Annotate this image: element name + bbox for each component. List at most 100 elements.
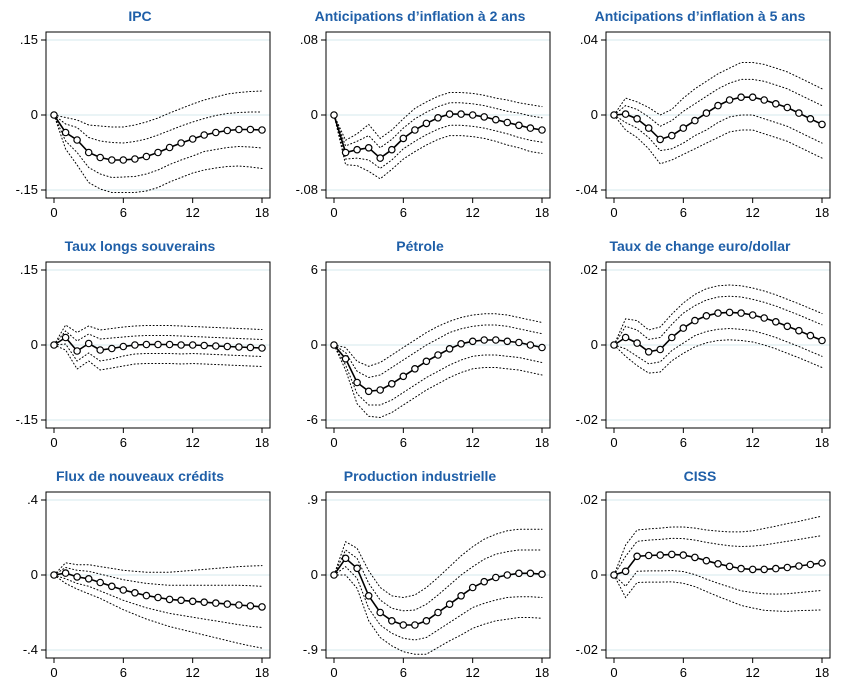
y-tick-label: -6 <box>306 412 318 427</box>
response-point <box>177 341 185 349</box>
response-point <box>212 599 220 607</box>
response-point <box>235 125 243 134</box>
response-point <box>468 583 477 592</box>
response-point <box>714 560 722 568</box>
response-point <box>154 148 162 157</box>
confidence-band-line <box>333 114 543 170</box>
chart-title: Anticipations d’inflation à 2 ans <box>314 8 526 24</box>
chart-panel-6: Taux de change euro/dollar .02 0 -.02 0 6 12 18 <box>560 230 840 456</box>
response-point <box>223 126 232 135</box>
response-point <box>725 562 734 571</box>
response-point <box>212 128 220 137</box>
response-point <box>353 145 361 154</box>
response-point <box>737 93 745 102</box>
confidence-band-line <box>53 114 263 193</box>
chart-plot: .4 0 -.4 0 6 12 18 <box>23 491 271 680</box>
response-point <box>515 569 523 578</box>
response-point <box>165 595 174 604</box>
response-point <box>246 125 255 134</box>
y-tick-label: -.4 <box>23 642 38 657</box>
y-tick-label: 0 <box>311 337 318 352</box>
x-tick-label: 0 <box>50 435 57 450</box>
confidence-band-line <box>613 339 823 374</box>
y-tick-label: 0 <box>591 567 598 582</box>
x-tick-label: 0 <box>610 435 617 450</box>
y-tick-label: .02 <box>580 262 598 277</box>
response-point <box>422 617 431 625</box>
response-point <box>131 589 139 597</box>
confidence-band-line <box>333 102 543 149</box>
confidence-band-line <box>53 562 263 576</box>
confidence-band-line <box>613 295 823 346</box>
response-point <box>119 342 128 351</box>
confidence-band-line <box>53 90 263 128</box>
confidence-band-line <box>613 78 823 127</box>
response-point <box>142 152 151 161</box>
response-point <box>376 608 385 617</box>
response-point <box>760 96 769 104</box>
confidence-band-line <box>333 324 543 379</box>
response-point <box>772 100 780 108</box>
x-tick-label: 12 <box>745 665 759 680</box>
confidence-band-line <box>333 574 543 655</box>
y-tick-label: -.9 <box>303 642 318 657</box>
y-tick-label: 0 <box>311 567 318 582</box>
response-point <box>691 316 699 325</box>
x-tick-label: 6 <box>120 435 127 450</box>
confidence-band-line <box>613 62 823 116</box>
y-tick-label: .15 <box>20 262 38 277</box>
response-point <box>223 342 232 351</box>
x-tick-label: 18 <box>535 205 549 220</box>
response-point <box>119 156 128 164</box>
confidence-band-line <box>333 313 543 367</box>
response-point <box>818 559 826 567</box>
response-point <box>246 343 255 352</box>
y-tick-label: .04 <box>580 32 598 47</box>
response-point <box>679 324 688 332</box>
response-point <box>96 153 105 162</box>
response-point <box>142 591 151 600</box>
confidence-band-line <box>53 111 263 144</box>
response-point <box>84 339 93 348</box>
response-point <box>422 357 431 366</box>
response-point <box>399 134 408 143</box>
response-point <box>131 155 139 163</box>
response-point <box>806 331 815 340</box>
y-tick-label: 0 <box>31 337 38 352</box>
chart-plot: .15 0 -.15 0 6 12 18 <box>16 261 271 450</box>
x-tick-label: 18 <box>255 205 269 220</box>
response-point <box>737 564 745 573</box>
response-point <box>480 336 489 344</box>
chart-plot: 6 0 -6 0 6 12 18 <box>306 261 551 450</box>
response-point <box>108 582 116 591</box>
response-point <box>772 318 780 326</box>
response-line <box>333 339 543 393</box>
chart-title: Taux de change euro/dollar <box>609 238 791 254</box>
y-tick-label: .08 <box>300 32 318 47</box>
response-point <box>434 608 442 617</box>
response-point <box>515 338 523 347</box>
confidence-band-line <box>613 114 823 152</box>
response-point <box>610 341 618 349</box>
x-tick-label: 18 <box>815 665 829 680</box>
response-point <box>154 340 162 349</box>
response-point <box>177 596 185 605</box>
chart-title: Taux longs souverains <box>64 238 216 254</box>
response-point <box>330 341 338 349</box>
confidence-band-line <box>53 566 263 587</box>
response-point <box>258 603 266 611</box>
response-point <box>702 109 711 117</box>
chart-panel-8: Production industrielle .9 0 -.9 0 6 12 18 <box>280 460 560 686</box>
x-tick-label: 12 <box>465 665 479 680</box>
response-point <box>503 337 512 346</box>
response-point <box>200 341 209 350</box>
y-tick-label: .9 <box>307 492 318 507</box>
response-point <box>376 154 385 162</box>
x-tick-label: 0 <box>50 665 57 680</box>
y-tick-label: -.15 <box>16 182 38 197</box>
response-point <box>492 336 500 344</box>
response-point <box>341 148 350 157</box>
response-point <box>806 560 815 569</box>
response-point <box>748 311 757 319</box>
response-point <box>154 593 162 602</box>
